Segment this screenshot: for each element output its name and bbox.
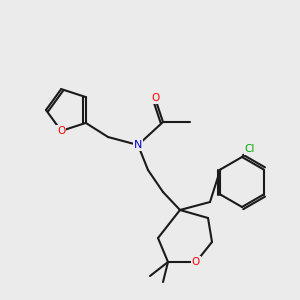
Text: O: O xyxy=(151,93,159,103)
Text: N: N xyxy=(134,140,142,150)
Text: Cl: Cl xyxy=(245,144,255,154)
Text: O: O xyxy=(57,126,65,136)
Text: O: O xyxy=(192,257,200,267)
